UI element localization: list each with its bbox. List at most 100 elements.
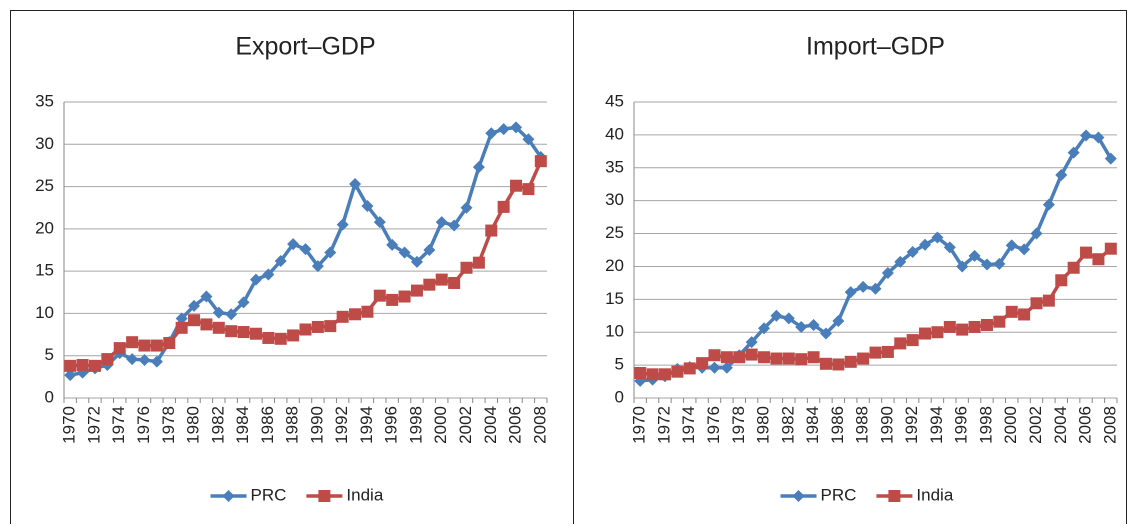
data-point (76, 359, 89, 372)
data-point (386, 293, 399, 306)
x-tick-label: 1978 (159, 406, 178, 444)
data-point (249, 327, 262, 340)
data-point (311, 260, 324, 273)
x-tick-label: 1992 (332, 406, 351, 444)
legend-marker (318, 490, 331, 502)
data-point (980, 258, 993, 271)
data-point (138, 353, 151, 366)
data-point (510, 179, 523, 192)
data-point (857, 352, 870, 365)
legend-label: PRC (821, 485, 857, 504)
data-point (113, 342, 126, 355)
y-tick-label: 30 (605, 190, 624, 209)
data-point (212, 321, 225, 334)
data-point (832, 315, 845, 328)
data-point (980, 318, 993, 331)
legend-label: India (346, 485, 383, 504)
data-point (522, 133, 535, 146)
y-tick-label: 15 (35, 261, 54, 280)
data-point (869, 282, 882, 295)
data-point (968, 249, 981, 262)
data-point (448, 219, 461, 232)
data-point (349, 178, 362, 191)
legend-marker (792, 490, 805, 502)
chart-title: Import–GDP (806, 33, 945, 61)
data-point (299, 243, 312, 256)
x-tick-label: 1998 (976, 406, 995, 444)
y-tick-label: 40 (605, 124, 624, 143)
x-tick-label: 1988 (853, 406, 872, 444)
data-point (857, 280, 870, 293)
data-point (894, 337, 907, 350)
x-tick-label: 2008 (1100, 406, 1119, 444)
y-tick-label: 30 (35, 134, 54, 153)
x-tick-label: 1992 (902, 406, 921, 444)
data-point (832, 358, 845, 371)
data-point (274, 332, 287, 345)
x-tick-label: 1972 (84, 406, 103, 444)
data-point (237, 326, 250, 339)
x-tick-label: 1970 (60, 406, 79, 444)
data-point (634, 367, 647, 380)
data-point (200, 290, 213, 303)
data-point (745, 348, 758, 361)
x-tick-label: 1972 (654, 406, 673, 444)
legend-label: PRC (251, 485, 287, 504)
data-point (361, 305, 374, 318)
y-tick-label: 20 (605, 256, 624, 275)
x-tick-label: 1974 (109, 406, 128, 444)
data-point (943, 241, 956, 254)
data-point (138, 339, 151, 352)
x-tick-label: 1994 (357, 406, 376, 444)
x-tick-label: 1980 (184, 406, 203, 444)
y-tick-label: 10 (35, 303, 54, 322)
x-tick-label: 2000 (1001, 406, 1020, 444)
y-tick-label: 35 (605, 157, 624, 176)
data-point (943, 320, 956, 333)
data-point (163, 337, 176, 350)
data-point (931, 231, 944, 244)
data-point (782, 312, 795, 325)
data-point (956, 260, 969, 273)
data-point (324, 246, 337, 259)
data-point (435, 273, 448, 286)
x-tick-label: 1970 (630, 406, 649, 444)
data-point (1042, 294, 1055, 307)
data-point (274, 254, 287, 267)
x-tick-label: 1986 (828, 406, 847, 444)
data-point (758, 322, 771, 335)
data-point (126, 336, 139, 349)
data-point (175, 321, 188, 334)
data-point (472, 256, 485, 269)
data-point (448, 276, 461, 289)
data-point (646, 368, 659, 381)
chart-title: Export–GDP (235, 33, 375, 61)
data-point (708, 349, 721, 362)
data-point (1055, 274, 1068, 287)
data-point (175, 312, 188, 325)
data-point (373, 289, 386, 302)
data-point (1018, 243, 1031, 256)
data-point (658, 368, 671, 381)
data-point (795, 320, 808, 333)
data-point (745, 336, 758, 349)
data-point (758, 351, 771, 364)
y-tick-label: 20 (35, 218, 54, 237)
data-point (819, 327, 832, 340)
data-point (931, 326, 944, 339)
y-tick-label: 0 (45, 387, 54, 406)
x-tick-label: 1990 (877, 406, 896, 444)
x-tick-label: 1976 (134, 406, 153, 444)
y-tick-label: 25 (605, 223, 624, 242)
data-point (770, 352, 783, 365)
data-point (1030, 297, 1043, 310)
x-tick-label: 1982 (208, 406, 227, 444)
x-tick-label: 2000 (431, 406, 450, 444)
data-point (993, 315, 1006, 328)
data-point (844, 286, 857, 299)
data-point (993, 257, 1006, 270)
data-point (1080, 246, 1093, 259)
data-point (807, 351, 820, 364)
data-point (225, 325, 238, 338)
x-tick-label: 2002 (456, 406, 475, 444)
